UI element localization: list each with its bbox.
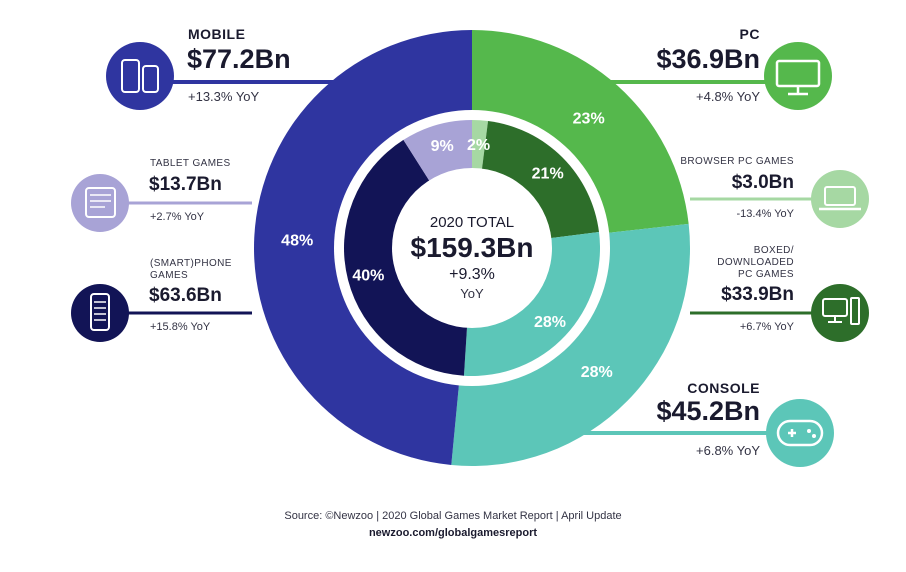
browser-value: $3.0Bn [731, 172, 794, 193]
center-hole [392, 168, 552, 328]
inner-label-tablet-games: 9% [431, 138, 454, 155]
tablet-value: $13.7Bn [149, 174, 222, 195]
phone-category-line2: GAMES [150, 270, 189, 281]
center-title: 2020 TOTAL [429, 214, 515, 231]
outer-label-pc: 23% [573, 111, 605, 128]
inner-label-smart-phone-games: 40% [352, 268, 384, 285]
mobile-value: $77.2Bn [187, 44, 291, 74]
pc-yoy: +4.8% YoY [696, 89, 760, 104]
laptop-icon [811, 170, 869, 228]
monitor-icon [764, 42, 832, 110]
outer-label-console: 28% [581, 364, 613, 381]
source-url: newzoo.com/globalgamesreport [368, 527, 538, 539]
boxed-yoy: +6.7% YoY [739, 321, 794, 333]
center-total-value: $159.3Bn [410, 232, 534, 263]
tablet-yoy: +2.7% YoY [150, 211, 205, 223]
center-growth-unit: YoY [460, 286, 484, 301]
ring-labels: 23% 28% 48% 2% 21% 28% 40% 9% [281, 111, 613, 381]
pc-value: $36.9Bn [656, 44, 760, 74]
inner-label-boxed-downloaded-pc-games: 21% [532, 165, 564, 182]
boxed-category-line3: PC GAMES [738, 269, 794, 280]
mobile-devices-icon [106, 42, 174, 110]
boxed-category-line2: DOWNLOADED [717, 257, 794, 268]
gamepad-icon [766, 399, 834, 467]
mobile-category: MOBILE [188, 26, 246, 42]
mobile-yoy: +13.3% YoY [188, 89, 260, 104]
boxed-value: $33.9Bn [721, 284, 794, 305]
tablet-icon [71, 174, 129, 232]
smartphone-icon [71, 284, 129, 342]
browser-category: BROWSER PC GAMES [680, 156, 794, 167]
phone-value: $63.6Bn [149, 285, 222, 306]
console-category: CONSOLE [687, 380, 760, 396]
boxed-category-line1: BOXED/ [753, 245, 794, 256]
center-growth: +9.3% [449, 266, 495, 283]
inner-label-console: 28% [534, 314, 566, 331]
source-note: Source: ©Newzoo | 2020 Global Games Mark… [284, 510, 622, 522]
phone-category-line1: (SMART)PHONE [150, 258, 232, 269]
phone-yoy: +15.8% YoY [150, 321, 211, 333]
pc-category: PC [739, 26, 760, 42]
console-yoy: +6.8% YoY [696, 443, 760, 458]
browser-yoy: -13.4% YoY [736, 208, 795, 220]
desktop-computer-icon [811, 284, 869, 342]
inner-label-browser-pc-games: 2% [467, 137, 490, 154]
tablet-category: TABLET GAMES [150, 158, 231, 169]
outer-label-mobile: 48% [281, 233, 313, 250]
console-value: $45.2Bn [656, 396, 760, 426]
